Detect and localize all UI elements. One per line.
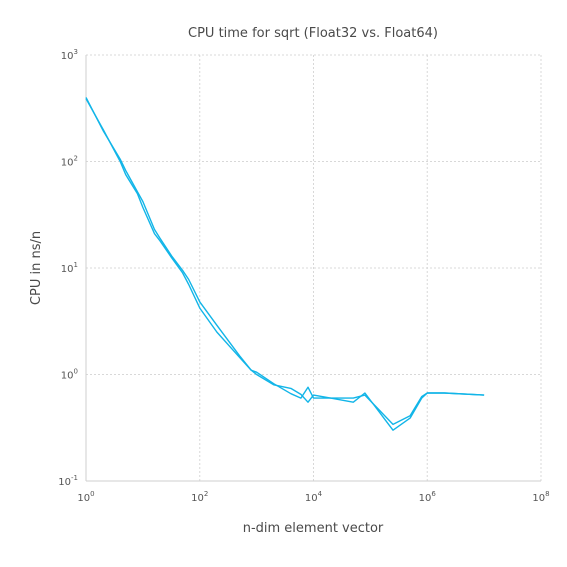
x-tick-label-base: 10 — [305, 493, 318, 504]
y-tick-label-base: 10 — [58, 477, 71, 488]
chart-title: CPU time for sqrt (Float32 vs. Float64) — [188, 26, 438, 41]
x-tick-label: 100 — [77, 490, 94, 504]
y-tick-label-exponent: 1 — [74, 261, 78, 269]
x-tick-label-base: 10 — [419, 493, 432, 504]
y-tick-label-exponent: -1 — [71, 474, 78, 482]
y-tick-label-base: 10 — [61, 264, 74, 275]
series-line-1 — [85, 97, 485, 426]
x-tick-label-base: 10 — [532, 493, 545, 504]
x-tick-label: 102 — [191, 490, 208, 504]
x-tick-label-base: 10 — [77, 493, 90, 504]
x-tick-label-exponent: 8 — [545, 490, 549, 498]
axis-spines — [85, 55, 541, 482]
x-tick-label: 108 — [532, 490, 549, 504]
x-tick-label-base: 10 — [191, 493, 204, 504]
x-tick-label-exponent: 4 — [318, 490, 323, 498]
y-tick-label-exponent: 3 — [74, 48, 78, 56]
y-tick-label: 102 — [61, 155, 78, 169]
x-tick-label-exponent: 6 — [431, 490, 436, 498]
y-axis-label: CPU in ns/n — [29, 231, 44, 305]
y-tick-label-exponent: 0 — [74, 368, 78, 376]
x-tick-label-exponent: 2 — [204, 490, 208, 498]
y-tick-label-base: 10 — [61, 371, 74, 382]
x-tick-label-exponent: 0 — [90, 490, 94, 498]
y-tick-label: 100 — [61, 368, 78, 382]
y-tick-label-base: 10 — [61, 51, 74, 62]
series-layer — [85, 97, 485, 431]
y-tick-label-exponent: 2 — [74, 155, 78, 163]
grid-layer — [85, 54, 542, 482]
y-tick-label-base: 10 — [61, 158, 74, 169]
y-tick-label: 10-1 — [58, 474, 78, 488]
series-line-2 — [85, 98, 485, 431]
x-tick-label: 106 — [419, 490, 437, 504]
x-axis-label: n-dim element vector — [243, 521, 384, 536]
y-tick-label: 103 — [61, 48, 78, 62]
x-tick-label: 104 — [305, 490, 323, 504]
y-tick-label: 101 — [61, 261, 78, 275]
